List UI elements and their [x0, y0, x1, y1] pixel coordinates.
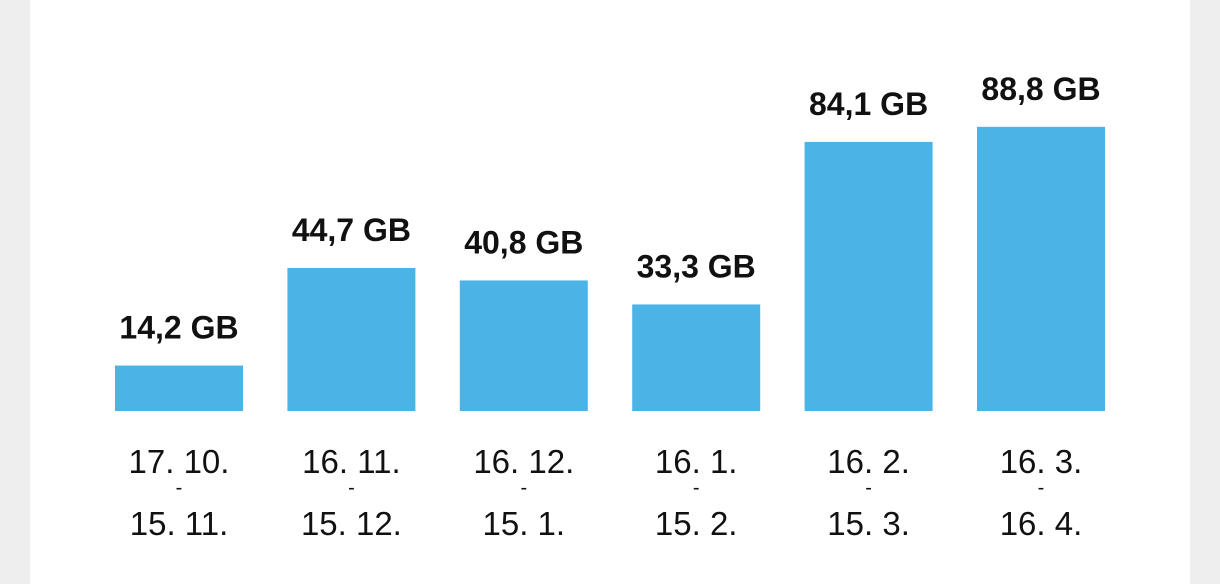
value-label-5: 84,1 GB	[809, 86, 928, 122]
category-end-label-3: 15. 1.	[483, 505, 566, 542]
bar-5	[804, 141, 933, 411]
category-start-label-5: 16. 2.	[827, 443, 910, 480]
category-separator-4: -	[693, 477, 700, 499]
bar-4	[632, 304, 761, 411]
category-separator-6: -	[1038, 477, 1045, 499]
category-separator-3: -	[520, 477, 527, 499]
category-separator-1: -	[176, 477, 183, 499]
category-start-label-1: 17. 10.	[129, 443, 230, 480]
category-start-label-6: 16. 3.	[1000, 443, 1083, 480]
bar-6	[977, 126, 1105, 411]
value-label-4: 33,3 GB	[637, 248, 756, 284]
category-end-label-6: 16. 4.	[1000, 505, 1083, 542]
category-start-label-2: 16. 11.	[302, 443, 400, 480]
value-label-3: 40,8 GB	[464, 224, 583, 260]
value-label-2: 44,7 GB	[292, 212, 411, 248]
bar-3	[459, 280, 588, 411]
category-end-label-5: 15. 3.	[827, 505, 910, 542]
category-separator-2: -	[348, 477, 355, 499]
bar-1	[115, 365, 243, 411]
category-end-label-2: 15. 12.	[301, 505, 402, 542]
bar-2	[287, 267, 416, 411]
value-label-6: 88,8 GB	[981, 71, 1100, 107]
category-start-label-4: 16. 1.	[655, 443, 738, 480]
category-end-label-1: 15. 11.	[130, 505, 228, 542]
category-end-label-4: 15. 2.	[655, 505, 738, 542]
category-separator-5: -	[865, 477, 872, 499]
value-label-1: 14,2 GB	[119, 310, 238, 346]
category-start-label-3: 16. 12.	[473, 443, 574, 480]
